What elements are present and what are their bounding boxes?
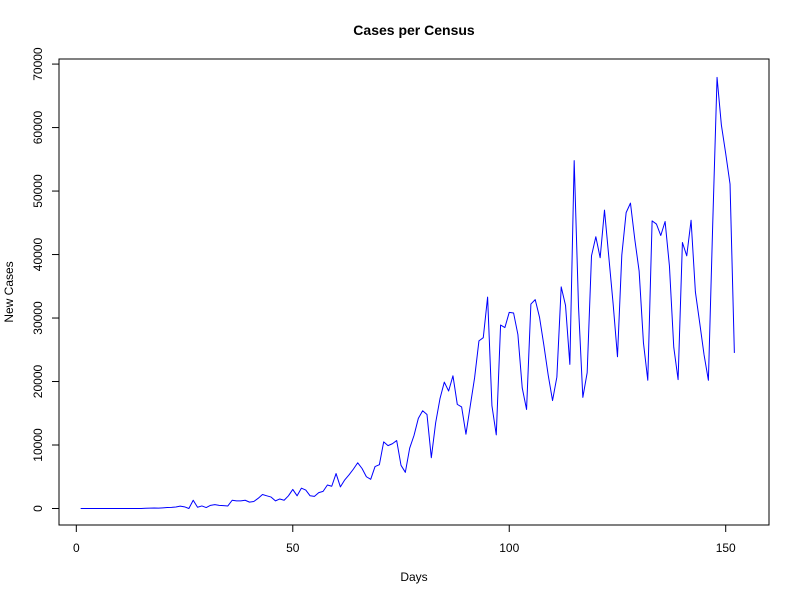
y-tick-label: 70000 bbox=[31, 47, 45, 81]
y-tick-label: 20000 bbox=[31, 365, 45, 399]
y-tick-label: 30000 bbox=[31, 301, 45, 335]
y-tick-label: 0 bbox=[31, 505, 45, 512]
y-tick-label: 40000 bbox=[31, 238, 45, 272]
y-axis-label: New Cases bbox=[2, 261, 16, 322]
x-tick-label: 0 bbox=[73, 541, 80, 555]
x-axis: 0 50 100 150 bbox=[73, 524, 736, 555]
y-axis: 0 10000 20000 30000 40000 50000 60000 70000 bbox=[31, 47, 60, 512]
plot-frame bbox=[58, 58, 770, 526]
x-tick-label: 150 bbox=[716, 541, 736, 555]
chart-title: Cases per Census bbox=[353, 22, 475, 38]
x-axis-label: Days bbox=[400, 570, 427, 584]
x-tick-label: 50 bbox=[286, 541, 300, 555]
y-tick-label: 50000 bbox=[31, 174, 45, 208]
y-tick-label: 10000 bbox=[31, 428, 45, 462]
y-tick-label: 60000 bbox=[31, 111, 45, 145]
series-layer bbox=[80, 76, 735, 509]
x-tick-label: 100 bbox=[499, 541, 519, 555]
series-line-new-cases bbox=[80, 76, 735, 509]
